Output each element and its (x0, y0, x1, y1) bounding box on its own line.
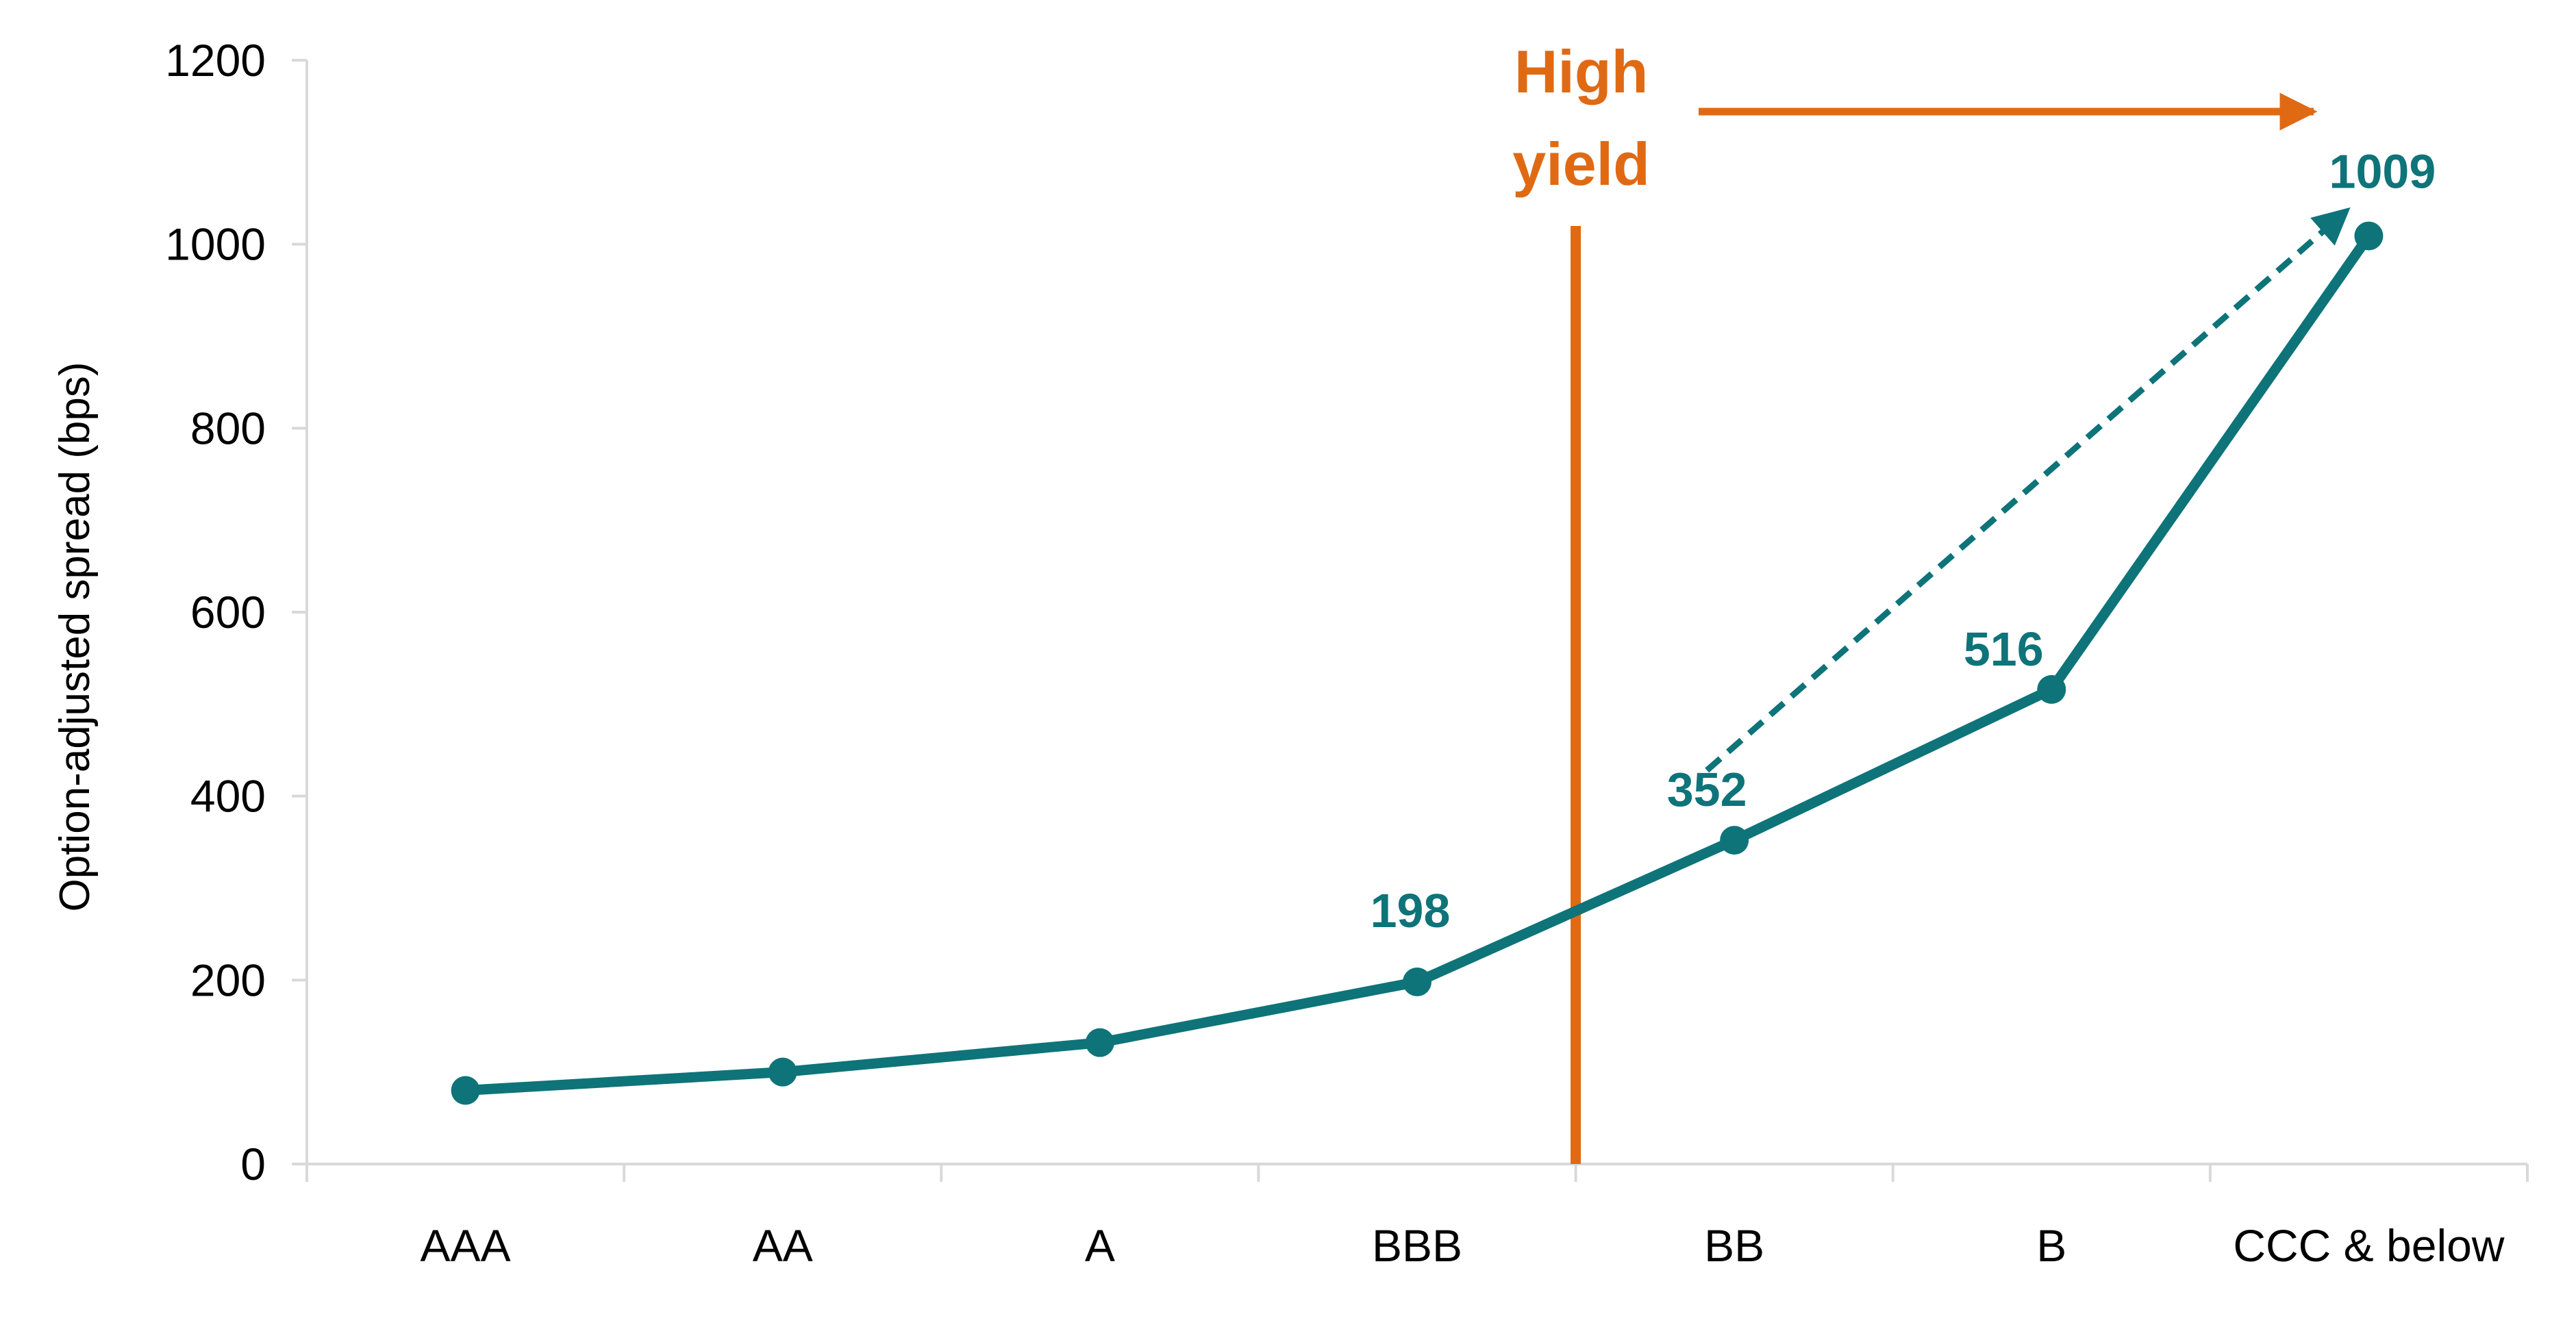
y-axis: 0 200 400 600 800 1000 1200 (165, 35, 308, 1189)
y-tick-label: 0 (240, 1139, 266, 1189)
data-point (451, 1076, 480, 1105)
data-point (1720, 826, 1749, 855)
x-tick-label: BB (1704, 1220, 1764, 1271)
data-point (2354, 221, 2384, 251)
data-label: 198 (1371, 884, 1451, 937)
y-tick-label: 400 (190, 771, 266, 822)
x-tick-label: CCC & below (2233, 1220, 2504, 1271)
data-point (2037, 674, 2066, 704)
series-spread-line (451, 221, 2384, 1105)
y-tick-label: 200 (190, 955, 266, 1005)
y-tick-label: 600 (190, 587, 266, 637)
y-tick-label: 1200 (165, 35, 266, 86)
y-tick-label: 800 (190, 403, 266, 453)
series-line (460, 231, 2374, 1096)
data-label: 1009 (2329, 145, 2436, 199)
data-label: 352 (1667, 763, 1747, 816)
annotations: High yield (1512, 38, 2351, 1164)
high-yield-label-line1: High (1514, 38, 1649, 105)
x-tick-label: BBB (1372, 1220, 1462, 1271)
high-yield-label-line2: yield (1512, 130, 1650, 198)
x-tick-label: AAA (421, 1220, 511, 1271)
x-tick-label: A (1085, 1220, 1115, 1271)
data-point (768, 1057, 797, 1087)
y-axis-title: Option-adjusted spread (bps) (51, 362, 99, 911)
x-tick-label: AA (753, 1220, 813, 1271)
data-point (1403, 968, 1431, 997)
dashed-trend-arrow (1705, 207, 2351, 773)
y-tick-label: 1000 (165, 219, 266, 270)
x-axis: AAA AA A BBB BB B CCC & below (305, 1163, 2529, 1271)
data-labels: 198 352 516 1009 (1371, 145, 2436, 937)
data-label: 516 (1964, 622, 2044, 676)
x-tick-label: B (2036, 1220, 2066, 1271)
data-point (1085, 1028, 1114, 1057)
